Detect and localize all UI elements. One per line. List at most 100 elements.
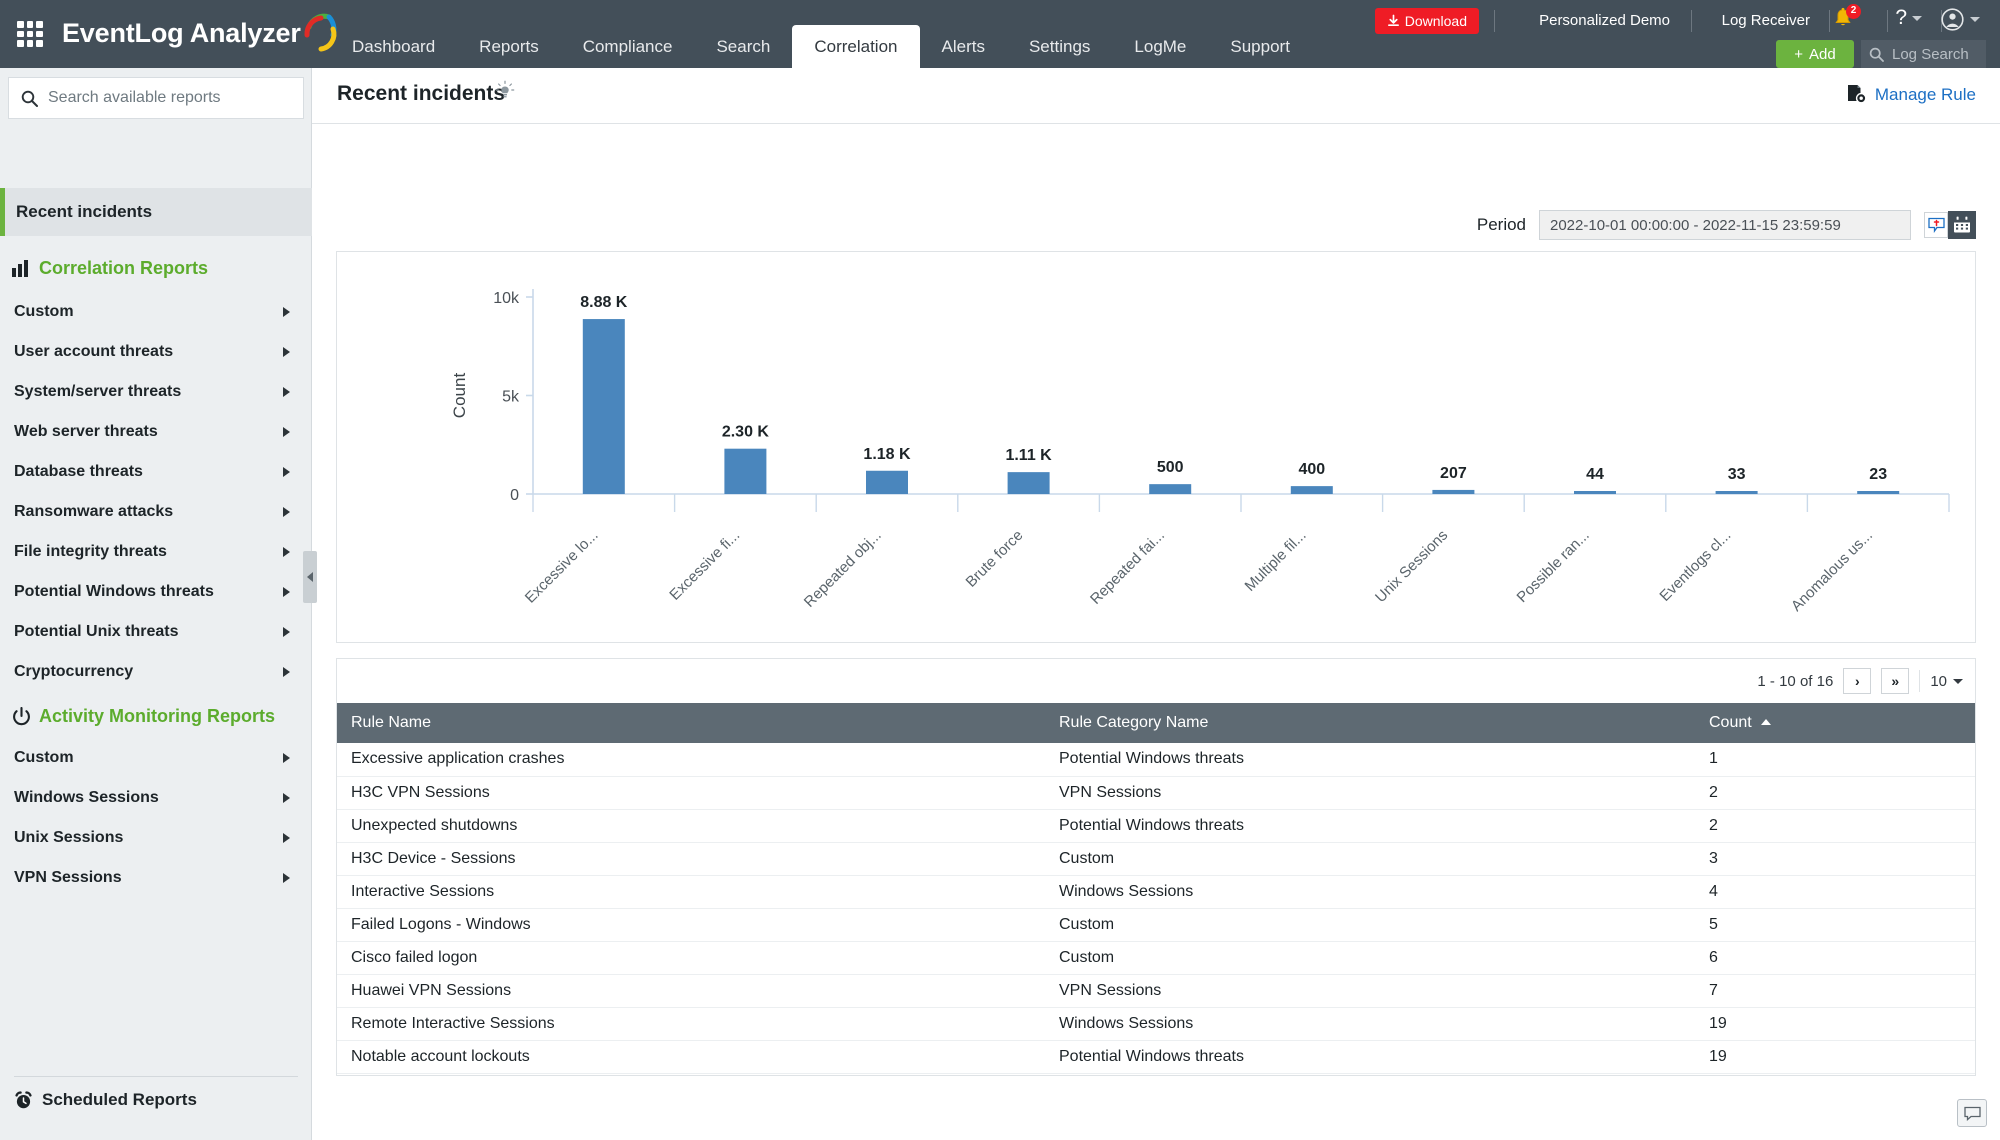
chevron-right-icon	[283, 793, 290, 803]
sidebar-item-web-server-threats[interactable]: Web server threats	[0, 412, 312, 452]
column-header-rule-name[interactable]: Rule Name	[337, 703, 1045, 743]
tab-search[interactable]: Search	[716, 37, 771, 56]
last-page-button[interactable]: »	[1881, 668, 1910, 694]
tab-support[interactable]: Support	[1230, 37, 1290, 56]
cell-rule-name: Huawei VPN Sessions	[337, 974, 1045, 1008]
sidebar-item-system-server-threats[interactable]: System/server threats	[0, 372, 312, 412]
bar-chart-icon	[12, 260, 28, 277]
table-toolbar: 1 - 10 of 16 › » 10	[337, 659, 1975, 703]
table-row[interactable]: Huawei VPN Sessions VPN Sessions 7	[337, 974, 1975, 1008]
table-row[interactable]: H3C Device - Sessions Custom 3	[337, 842, 1975, 876]
alarm-clock-icon	[15, 1090, 32, 1108]
sidebar-item-recent-incidents[interactable]: Recent incidents	[0, 188, 312, 236]
sidebar-item-ransomware-attacks[interactable]: Ransomware attacks	[0, 492, 312, 532]
sidebar-item-potential-unix-threats[interactable]: Potential Unix threats	[0, 612, 312, 652]
table-row[interactable]: Notable account lockouts Potential Window…	[337, 1040, 1975, 1074]
log-search-box[interactable]: Log Search	[1861, 40, 1986, 68]
cell-count: 2	[1695, 776, 1975, 810]
table-row[interactable]: Cisco failed logon Custom 6	[337, 941, 1975, 975]
tab-dashboard[interactable]: Dashboard	[352, 37, 436, 56]
sidebar-item-custom[interactable]: Custom	[0, 292, 312, 332]
tab-compliance[interactable]: Compliance	[582, 37, 673, 56]
chart-bar-value-label: 1.11 K	[1005, 447, 1052, 464]
x-axis-tick-label: Excessive fi...	[666, 527, 743, 604]
chart-bar[interactable]	[1715, 491, 1758, 494]
x-axis-tick-label: Multiple fil...	[1242, 527, 1310, 595]
chart-bar-value-label: 1.18 K	[863, 446, 911, 463]
chart-bar[interactable]	[1007, 472, 1050, 494]
manage-rule-button[interactable]: Manage Rule	[1846, 84, 1976, 105]
table-row[interactable]: Failed Logons - Windows Custom 5	[337, 908, 1975, 942]
hint-bulb-icon[interactable]	[495, 80, 515, 107]
tab-alerts[interactable]: Alerts	[941, 37, 985, 56]
table-row[interactable]: Excessive application crashes Potential W…	[337, 743, 1975, 777]
tab-correlation[interactable]: Correlation	[792, 25, 920, 68]
personalized-demo-link[interactable]: Personalized Demo	[1539, 12, 1670, 29]
tab-settings[interactable]: Settings	[1028, 37, 1091, 56]
sidebar-item-label: Custom	[14, 303, 74, 320]
user-avatar-icon	[1941, 8, 1964, 31]
chart-bar[interactable]	[1149, 484, 1192, 494]
y-axis-tick-label: 5k	[502, 389, 520, 406]
table-row[interactable]: Remote Interactive Sessions Windows Sessi…	[337, 1007, 1975, 1041]
sidebar-item-user-account-threats[interactable]: User account threats	[0, 332, 312, 372]
sidebar-item-potential-windows-threats[interactable]: Potential Windows threats	[0, 572, 312, 612]
tab-logme[interactable]: LogMe	[1134, 37, 1187, 56]
column-header-count-label: Count	[1709, 714, 1752, 731]
column-header-count[interactable]: Count	[1695, 703, 1975, 743]
chevron-right-icon	[283, 667, 290, 677]
table-row[interactable]: H3C VPN Sessions VPN Sessions 2	[337, 776, 1975, 810]
pin-period-button[interactable]	[1924, 212, 1948, 238]
chart-bar[interactable]	[1432, 489, 1475, 494]
chart-bar[interactable]	[582, 319, 625, 494]
table-row[interactable]: Unexpected shutdowns Potential Windows th…	[337, 809, 1975, 843]
column-header-rule-category-name[interactable]: Rule Category Name	[1045, 703, 1695, 743]
sidebar-item-database-threats[interactable]: Database threats	[0, 452, 312, 492]
sidebar-item-unix-sessions[interactable]: Unix Sessions	[0, 818, 312, 858]
header-divider-1	[1494, 10, 1495, 32]
x-axis-tick-label: Repeated obj...	[801, 527, 885, 611]
chevron-right-icon	[283, 467, 290, 477]
next-page-button[interactable]: ›	[1843, 668, 1872, 694]
chart-bar[interactable]	[1290, 486, 1333, 494]
user-account-menu[interactable]	[1941, 8, 1980, 31]
chart-bar[interactable]	[866, 470, 908, 494]
chart-bar-value-label: 23	[1869, 466, 1887, 483]
chart-bar[interactable]	[724, 448, 767, 494]
cell-rule-category-name: Windows Sessions	[1045, 875, 1695, 909]
download-button[interactable]: Download	[1374, 8, 1479, 34]
report-search-box[interactable]	[8, 77, 304, 119]
sidebar-item-cryptocurrency[interactable]: Cryptocurrency	[0, 652, 312, 692]
chart-bar[interactable]	[1574, 491, 1616, 494]
chevron-right-icon	[283, 627, 290, 637]
cell-rule-category-name: Potential Windows threats	[1045, 743, 1695, 777]
period-input[interactable]: 2022-10-01 00:00:00 - 2022-11-15 23:59:5…	[1539, 210, 1911, 240]
calendar-button[interactable]	[1948, 211, 1976, 239]
page-size-select[interactable]: 10	[1930, 673, 1963, 690]
cell-rule-name: H3C VPN Sessions	[337, 776, 1045, 810]
sidebar-item-scheduled-reports[interactable]: Scheduled Reports	[14, 1090, 197, 1110]
sidebar-item-windows-sessions[interactable]: Windows Sessions	[0, 778, 312, 818]
cell-rule-name: Interactive Sessions	[337, 875, 1045, 909]
table-header: Rule Name Rule Category Name Count	[337, 703, 1975, 743]
brand-logo[interactable]: EventLog Analyzer	[62, 10, 341, 56]
sidebar-collapse-handle[interactable]	[303, 551, 317, 603]
sidebar-item-vpn-sessions[interactable]: VPN Sessions	[0, 858, 312, 898]
sidebar-item-activity-custom[interactable]: Custom	[0, 738, 312, 778]
table-row[interactable]: Interactive Sessions Windows Sessions 4	[337, 875, 1975, 909]
log-receiver-link[interactable]: Log Receiver	[1721, 12, 1810, 29]
incidents-bar-chart[interactable]: 0 5k 10k Count 8.88 K Excessive lo... 2.30 K Ex…	[337, 252, 1975, 642]
sidebar-item-label: User account threats	[14, 343, 174, 360]
add-button[interactable]: + Add	[1776, 40, 1854, 68]
chat-support-button[interactable]	[1957, 1099, 1987, 1127]
tab-reports[interactable]: Reports	[479, 37, 539, 56]
table-header-row: Rule Name Rule Category Name Count	[337, 703, 1975, 743]
search-input[interactable]	[48, 89, 278, 107]
chart-bar[interactable]	[1857, 491, 1900, 494]
sidebar-item-file-integrity-threats[interactable]: File integrity threats	[0, 532, 312, 572]
chevron-right-icon	[283, 587, 290, 597]
help-menu-button[interactable]: ?	[1895, 5, 1922, 31]
notifications-button[interactable]: 2	[1832, 4, 1861, 36]
apps-grid-icon[interactable]	[14, 18, 46, 50]
header-divider-4	[1887, 10, 1888, 32]
